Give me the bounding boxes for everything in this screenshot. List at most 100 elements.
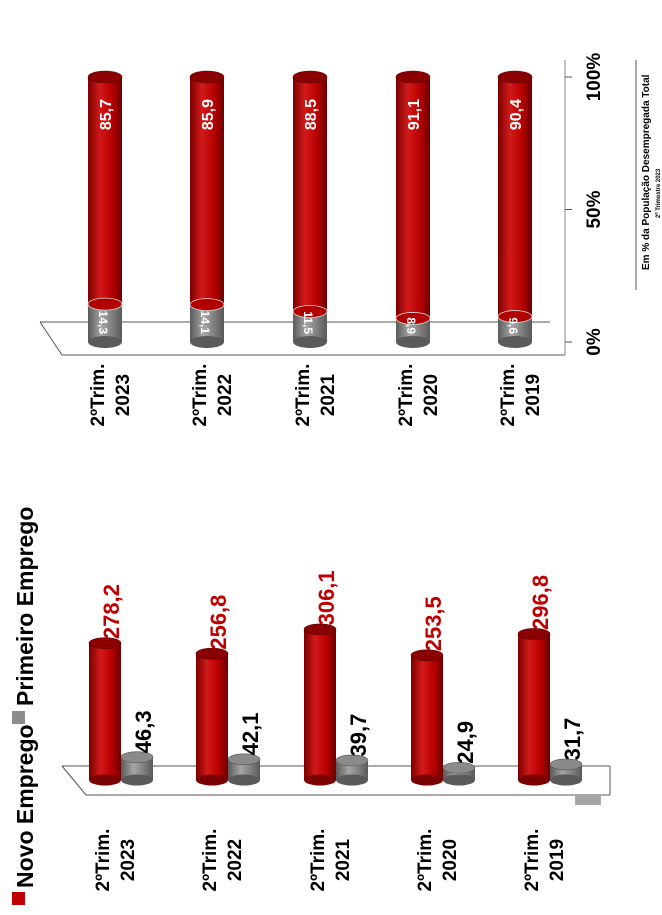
right-chart: 0% 50% 100% 85,7 14,3 85,9 14,1 88,5 11,5 91,1 8,… — [39, 53, 662, 427]
right-category-labels: 2ºTrim. 2023 2ºTrim. 2022 2ºTrim. 2021 2ºTrim.… — [88, 364, 544, 427]
value-label-primeiro: 42,1 — [238, 712, 263, 755]
left-category-labels: 2ºTrim. 2023 2ºTrim. 2022 2ºTrim. 2021 2ºTrim.… — [93, 829, 568, 892]
value-label-primeiro: 39,7 — [346, 714, 371, 757]
bar-novo-base — [89, 774, 121, 786]
bar-primeiro-top — [549, 758, 583, 771]
footer-subtitle: 2º Trimestre 2023 — [656, 168, 662, 218]
bar-novo-top — [88, 637, 122, 649]
value-label-novo: 306,1 — [314, 570, 339, 625]
value-label-novo-pct: 88,5 — [303, 99, 320, 130]
bar-pct-top — [497, 70, 533, 84]
bar-novo-pct — [190, 77, 224, 305]
left-bars: 278,2 46,3 256,8 42,1 306,1 39,7 253,5 24,9 296,… — [88, 570, 585, 786]
category-label: 2ºTrim. — [498, 364, 519, 427]
bar-pct-divider — [292, 305, 328, 318]
category-label-year: 2019 — [547, 839, 568, 881]
category-label: 2ºTrim. — [93, 829, 114, 892]
bar-novo-pct — [498, 77, 532, 317]
left-legend: Novo Emprego Primeiro Emprego — [12, 507, 38, 905]
value-label-primeiro: 46,3 — [131, 710, 156, 753]
category-label: 2ºTrim. — [190, 364, 211, 427]
bar-primeiro-top — [335, 754, 369, 767]
value-label-primeiro-pct: 11,5 — [301, 311, 315, 334]
bar-novo-base — [518, 774, 550, 786]
bar-pct-divider — [189, 298, 225, 312]
axis-tick-label: 50% — [584, 190, 605, 228]
category-label-year: 2022 — [215, 374, 236, 416]
bar-pct-top — [189, 70, 225, 84]
category-label: 2ºTrim. — [200, 829, 221, 892]
right-value-axis: 0% 50% 100% — [565, 53, 605, 356]
category-label-year: 2021 — [318, 373, 339, 416]
bar-primeiro-base — [443, 774, 475, 786]
bar-novo — [89, 643, 121, 780]
bar-novo-top — [195, 647, 229, 660]
bar-pct-base — [293, 336, 327, 348]
bar-primeiro-top — [442, 761, 476, 774]
category-label-year: 2020 — [421, 374, 442, 416]
bar-primeiro-top — [227, 753, 261, 766]
value-label-novo: 256,8 — [206, 595, 231, 650]
value-label-novo: 278,2 — [99, 584, 124, 639]
value-label-novo: 296,8 — [528, 575, 553, 630]
bar-pct-divider — [395, 312, 431, 325]
bar-primeiro-base — [121, 774, 153, 786]
bar-primeiro-base — [336, 774, 368, 786]
bar-primeiro-top — [120, 751, 154, 764]
bar-novo-base — [411, 774, 443, 786]
value-label-novo-pct: 90,4 — [508, 99, 525, 130]
bar-primeiro — [228, 759, 260, 780]
bar-novo-top — [517, 628, 551, 640]
bar-novo — [518, 633, 550, 780]
category-label-year: 2019 — [523, 374, 544, 416]
bar-pct-base — [88, 336, 122, 348]
category-label-year: 2022 — [225, 839, 246, 881]
value-label-primeiro: 24,9 — [453, 721, 478, 764]
bar-novo-pct — [396, 77, 430, 319]
category-label-year: 2023 — [113, 374, 134, 416]
bar-pct-top — [292, 70, 328, 84]
axis-tick-label: 100% — [584, 53, 605, 102]
bar-novo-top — [410, 649, 444, 662]
bar-novo-pct — [293, 77, 327, 312]
category-label-year: 2021 — [333, 838, 354, 881]
footer-title: Em % da População Desempregada Total — [641, 74, 652, 270]
value-label-novo-pct: 85,9 — [200, 99, 217, 130]
bar-primeiro-pct — [396, 318, 430, 342]
bar-novo-top — [303, 623, 337, 636]
axis-tick-label: 0% — [584, 328, 605, 356]
category-label: 2ºTrim. — [396, 364, 417, 427]
bar-novo-base — [304, 774, 336, 786]
value-label-novo: 253,5 — [421, 596, 446, 651]
value-label-primeiro-pct: 14,1 — [198, 311, 212, 335]
value-label-primeiro: 31,7 — [560, 718, 585, 761]
category-label: 2ºTrim. — [293, 364, 314, 427]
legend-label-novo: Novo Emprego — [12, 724, 38, 888]
category-label: 2ºTrim. — [522, 829, 543, 892]
bar-primeiro-base — [550, 774, 582, 786]
right-bars: 85,7 14,3 85,9 14,1 88,5 11,5 91,1 8,9 90,4 9,6 — [87, 70, 533, 348]
bar-novo-base — [196, 774, 228, 786]
legend-label-primeiro: Primeiro Emprego — [12, 507, 38, 706]
category-label: 2ºTrim. — [308, 829, 329, 892]
bar-novo — [304, 629, 336, 780]
legend-swatch-primeiro — [12, 711, 25, 724]
category-label-year: 2020 — [440, 839, 461, 881]
category-label-year: 2023 — [118, 839, 139, 881]
bar-pct-top — [395, 70, 431, 84]
bar-pct-base — [498, 336, 532, 348]
bar-pct-base — [396, 336, 430, 348]
value-label-novo-pct: 85,7 — [98, 99, 115, 130]
bar-novo — [411, 655, 443, 780]
value-label-novo-pct: 91,1 — [406, 99, 423, 130]
value-label-primeiro-pct: 9,6 — [506, 317, 520, 334]
category-label: 2ºTrim. — [415, 829, 436, 892]
category-label: 2ºTrim. — [88, 364, 109, 427]
bar-primeiro — [121, 757, 153, 780]
legend-swatch-novo — [12, 892, 25, 905]
bar-pct-divider — [497, 310, 533, 323]
left-floor-stub — [575, 796, 601, 805]
bar-novo — [196, 653, 228, 780]
bar-pct-top — [87, 70, 123, 84]
